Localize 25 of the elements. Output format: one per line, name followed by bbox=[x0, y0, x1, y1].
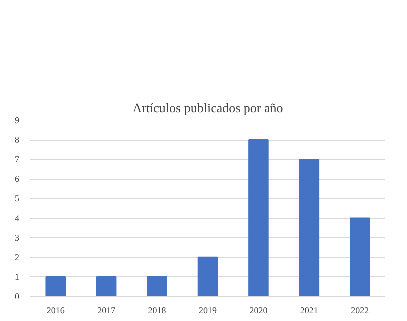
bar bbox=[147, 276, 168, 296]
bar bbox=[198, 256, 218, 296]
x-tick-label: 2018 bbox=[148, 306, 167, 316]
y-tick-label: 1 bbox=[15, 272, 20, 282]
y-tick-label: 7 bbox=[15, 154, 20, 165]
x-tick-label: 2022 bbox=[351, 306, 370, 316]
y-tick-label: 3 bbox=[15, 232, 20, 243]
y-tick-label: 5 bbox=[15, 194, 20, 204]
y-tick-label: 8 bbox=[15, 135, 20, 146]
x-tick-label: 2017 bbox=[98, 306, 116, 316]
y-tick-label: 4 bbox=[15, 213, 20, 224]
y-tick-label: 9 bbox=[15, 116, 20, 126]
x-tick-label: 2021 bbox=[300, 306, 318, 316]
x-tick-label: 2020 bbox=[250, 306, 268, 316]
bar bbox=[248, 140, 269, 296]
x-tick-label: 2016 bbox=[46, 306, 66, 316]
bar bbox=[46, 276, 66, 296]
bar bbox=[350, 218, 370, 296]
chart-title: Artículos publicados por año bbox=[132, 100, 284, 116]
bar bbox=[299, 159, 320, 296]
y-tick-label: 2 bbox=[15, 252, 20, 262]
bar bbox=[96, 276, 117, 296]
y-tick-label: 0 bbox=[15, 292, 20, 302]
y-tick-label: 6 bbox=[15, 174, 20, 184]
x-tick-label: 2019 bbox=[199, 306, 218, 316]
